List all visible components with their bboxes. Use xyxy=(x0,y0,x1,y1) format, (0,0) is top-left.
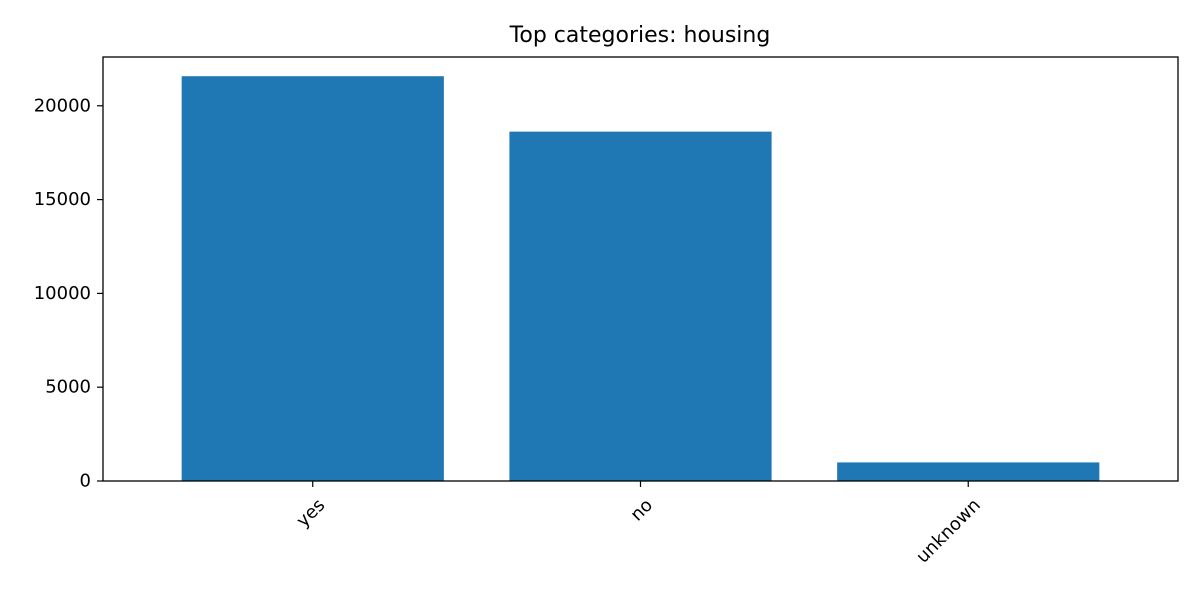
y-axis: 0 5000 10000 15000 20000 xyxy=(34,95,103,492)
bar-unknown xyxy=(837,462,1100,481)
y-tick-label-5000: 5000 xyxy=(45,377,91,398)
chart-title: Top categories: housing xyxy=(509,23,771,48)
y-tick-label-0: 0 xyxy=(80,471,91,492)
bars-group xyxy=(181,76,1100,481)
y-tick-label-20000: 20000 xyxy=(34,95,91,116)
bar-yes xyxy=(181,76,444,481)
bar-no xyxy=(509,131,772,481)
y-tick-label-15000: 15000 xyxy=(34,189,91,210)
plot-frame xyxy=(102,56,1179,482)
y-tick-label-10000: 10000 xyxy=(34,283,91,304)
